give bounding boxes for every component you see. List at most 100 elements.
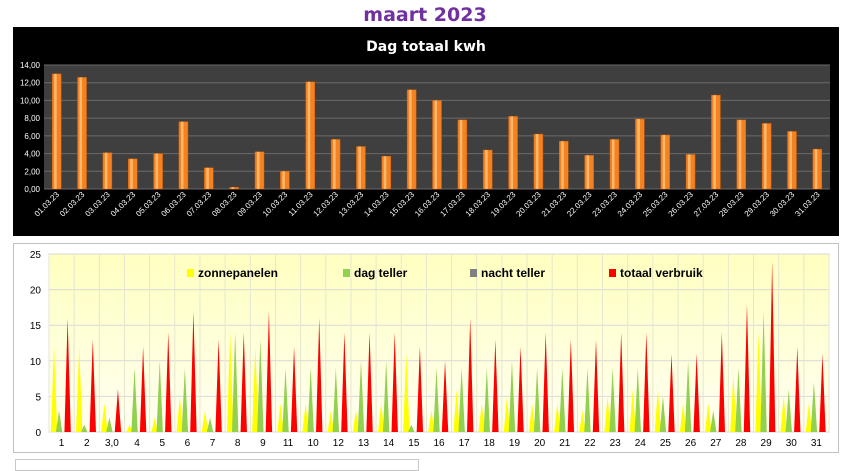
spike-mark (755, 332, 762, 432)
bar-x-tick-label: 04.03.23 (109, 190, 138, 219)
bar-highlight (231, 187, 235, 189)
spike-mark (684, 360, 692, 432)
energy-spike-chart: 0 5 10 15 20 25 1 2 3,0 4 5 6 7 8 9 11 10 12 13 14 15 16 17 18… (13, 243, 839, 453)
bar-highlight (637, 119, 640, 189)
spike-mark (277, 403, 284, 432)
spike-y-tick-label: 10 (30, 357, 42, 368)
spike-y-tick-label: 5 (35, 392, 41, 403)
spike-mark (567, 339, 575, 432)
spike-mark (735, 367, 742, 432)
spike-mark (483, 367, 491, 432)
spike-mark (382, 360, 390, 432)
spike-x-tick-label: 20 (534, 438, 546, 449)
spike-mark (403, 353, 410, 432)
spike-x-tick-label: 11 (283, 438, 294, 449)
spike-mark (327, 410, 335, 432)
spike-x-tick-label: 25 (660, 438, 672, 449)
spike-x-tick-label: 17 (459, 438, 471, 449)
spike-x-tick-label: 28 (735, 438, 747, 449)
spike-mark (190, 310, 197, 432)
spike-mark (282, 367, 289, 432)
spike-mark (554, 403, 561, 432)
spike-mark (634, 367, 641, 432)
spike-mark (592, 339, 600, 432)
spike-mark (604, 396, 611, 432)
bar-highlight (206, 167, 209, 189)
spike-mark (332, 367, 340, 432)
bar-highlight (282, 171, 285, 189)
bar-x-tick-label: 25.03.23 (641, 190, 670, 219)
spike-mark (559, 367, 566, 432)
bar-highlight (130, 158, 133, 189)
spike-mark (252, 346, 259, 432)
spike-mark (819, 353, 826, 432)
spike-x-tick-label: 6 (185, 438, 191, 449)
spike-x-tick-label: 5 (159, 438, 165, 449)
bar-highlight (764, 123, 767, 189)
bar-x-tick-label: 03.03.23 (83, 190, 112, 219)
spike-mark (302, 403, 309, 432)
bar-highlight (586, 155, 590, 189)
spike-mark (391, 332, 398, 432)
spike-x-tick-label: 29 (761, 438, 773, 449)
spike-mark (50, 346, 58, 432)
spike-x-tick-label: 19 (509, 438, 521, 449)
legend-swatch (609, 269, 616, 277)
spike-mark (156, 360, 163, 432)
spike-mark (81, 424, 88, 432)
footer-box (15, 459, 419, 471)
bar (127, 158, 138, 190)
bar-highlight (510, 116, 514, 189)
spike-mark (151, 417, 158, 432)
spike-mark (126, 424, 133, 432)
bar-y-tick-label: 12,00 (20, 79, 41, 88)
spike-y-tick-label: 0 (35, 428, 41, 439)
spike-mark (528, 403, 536, 432)
bar-highlight (155, 153, 159, 189)
bar-chart-title: Dag totaal kwh (366, 39, 486, 55)
spike-x-tick-label: 4 (134, 438, 140, 449)
bar-highlight (662, 134, 666, 189)
spike-mark (458, 367, 465, 432)
spike-x-tick-label: 12 (333, 438, 345, 449)
spike-mark (357, 360, 365, 432)
bar-highlight (79, 77, 83, 189)
spike-mark (679, 403, 687, 432)
spike-x-tick-label: 7 (210, 438, 216, 449)
spike-mark (75, 346, 83, 432)
spike-mark (668, 353, 675, 432)
spike-mark (416, 346, 424, 432)
spike-mark (654, 389, 662, 432)
legend-swatch (343, 269, 350, 277)
bar-x-tick-label: 14.03.23 (362, 190, 391, 219)
spike-x-tick-label: 15 (408, 438, 420, 449)
spike-x-tick-label: 21 (559, 438, 571, 449)
bar-highlight (307, 81, 311, 189)
spike-mark (785, 389, 792, 432)
bar-x-tick-label: 26.03.23 (667, 190, 696, 219)
page-title: maart 2023 (363, 4, 487, 26)
spike-x-tick-label: 24 (635, 438, 647, 449)
spike-mark (579, 410, 586, 432)
spike-x-tick-label: 30 (786, 438, 798, 449)
bar-x-tick-label: 11.03.23 (287, 190, 315, 218)
spike-mark (643, 332, 650, 432)
spike-plot-area (48, 253, 830, 433)
spike-mark (257, 339, 264, 432)
spike-mark (165, 332, 172, 432)
bar-x-tick-label: 05.03.23 (134, 190, 163, 219)
spike-y-tick-label: 15 (30, 321, 42, 332)
bar-highlight (104, 152, 108, 189)
bar-highlight (333, 139, 336, 189)
spike-mark (290, 346, 298, 432)
spike-mark (201, 410, 209, 432)
spike-y-tick-label: 20 (30, 286, 42, 297)
spike-mark (705, 403, 712, 432)
bar-y-tick-label: 0,00 (24, 185, 40, 194)
spike-mark (352, 410, 360, 432)
spike-mark (114, 389, 122, 432)
spike-mark (629, 389, 636, 432)
spike-mark (240, 332, 247, 432)
bar-highlight (535, 134, 539, 189)
